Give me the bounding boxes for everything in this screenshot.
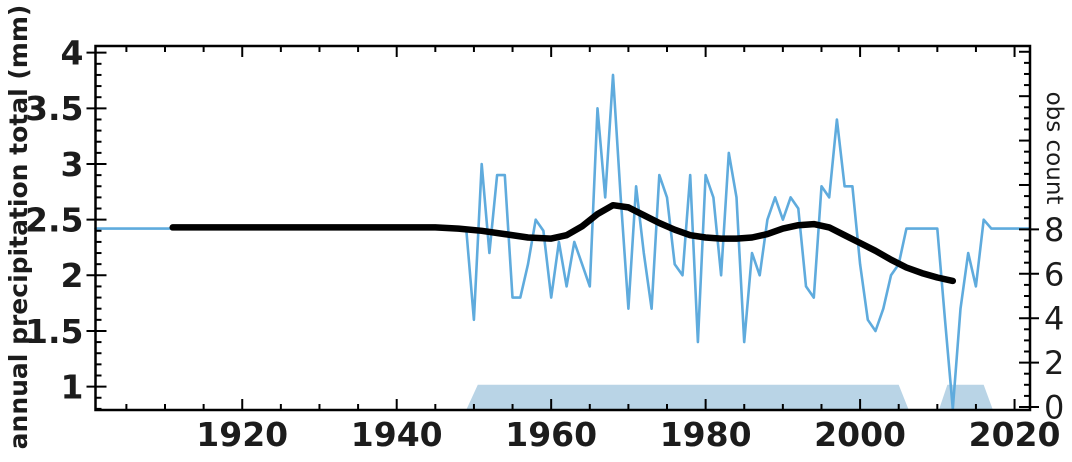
obs-count-polygon xyxy=(938,384,993,410)
y-left-tick-label: 3.5 xyxy=(25,89,83,128)
y-axis-title-right: obs count xyxy=(1041,91,1067,205)
x-tick-label: 1920 xyxy=(196,415,288,454)
y-left-tick-label: 4 xyxy=(61,34,84,73)
plot-border xyxy=(94,44,1032,412)
y-right-tick-label: 0 xyxy=(1044,389,1064,427)
data-series xyxy=(94,73,1032,411)
y-right-tick-label: 4 xyxy=(1044,300,1064,338)
y-right-tick-label: 6 xyxy=(1044,255,1064,293)
obs-count-polygon xyxy=(466,384,909,410)
y-right-tick-label: 2 xyxy=(1044,344,1064,382)
x-tick-label: 2020 xyxy=(969,415,1061,454)
y-axis-title-left: annual precipitation total (mm) xyxy=(4,4,33,450)
x-tick-label: 1940 xyxy=(351,415,443,454)
y-right-tick-label: 8 xyxy=(1044,211,1064,249)
y-left-tick-label: 3 xyxy=(61,145,84,184)
annual-precipitation-line xyxy=(94,73,1032,411)
y-left-tick-label: 1.5 xyxy=(25,312,83,351)
x-tick-label: 1980 xyxy=(660,415,752,454)
axes: 1920 1940 1960 1980 2000 2020 1 1.5 2 2.5 3 3.5 4 0 2 4… xyxy=(25,34,1064,454)
x-tick-label: 1960 xyxy=(505,415,597,454)
x-tick-label: 2000 xyxy=(814,415,906,454)
y-left-tick-label: 2.5 xyxy=(25,201,83,240)
y-left-tick-label: 2 xyxy=(61,256,84,295)
y-left-tick-label: 1 xyxy=(61,368,84,407)
obs-count-area xyxy=(466,384,993,410)
smoothed-trend-line xyxy=(169,201,957,285)
